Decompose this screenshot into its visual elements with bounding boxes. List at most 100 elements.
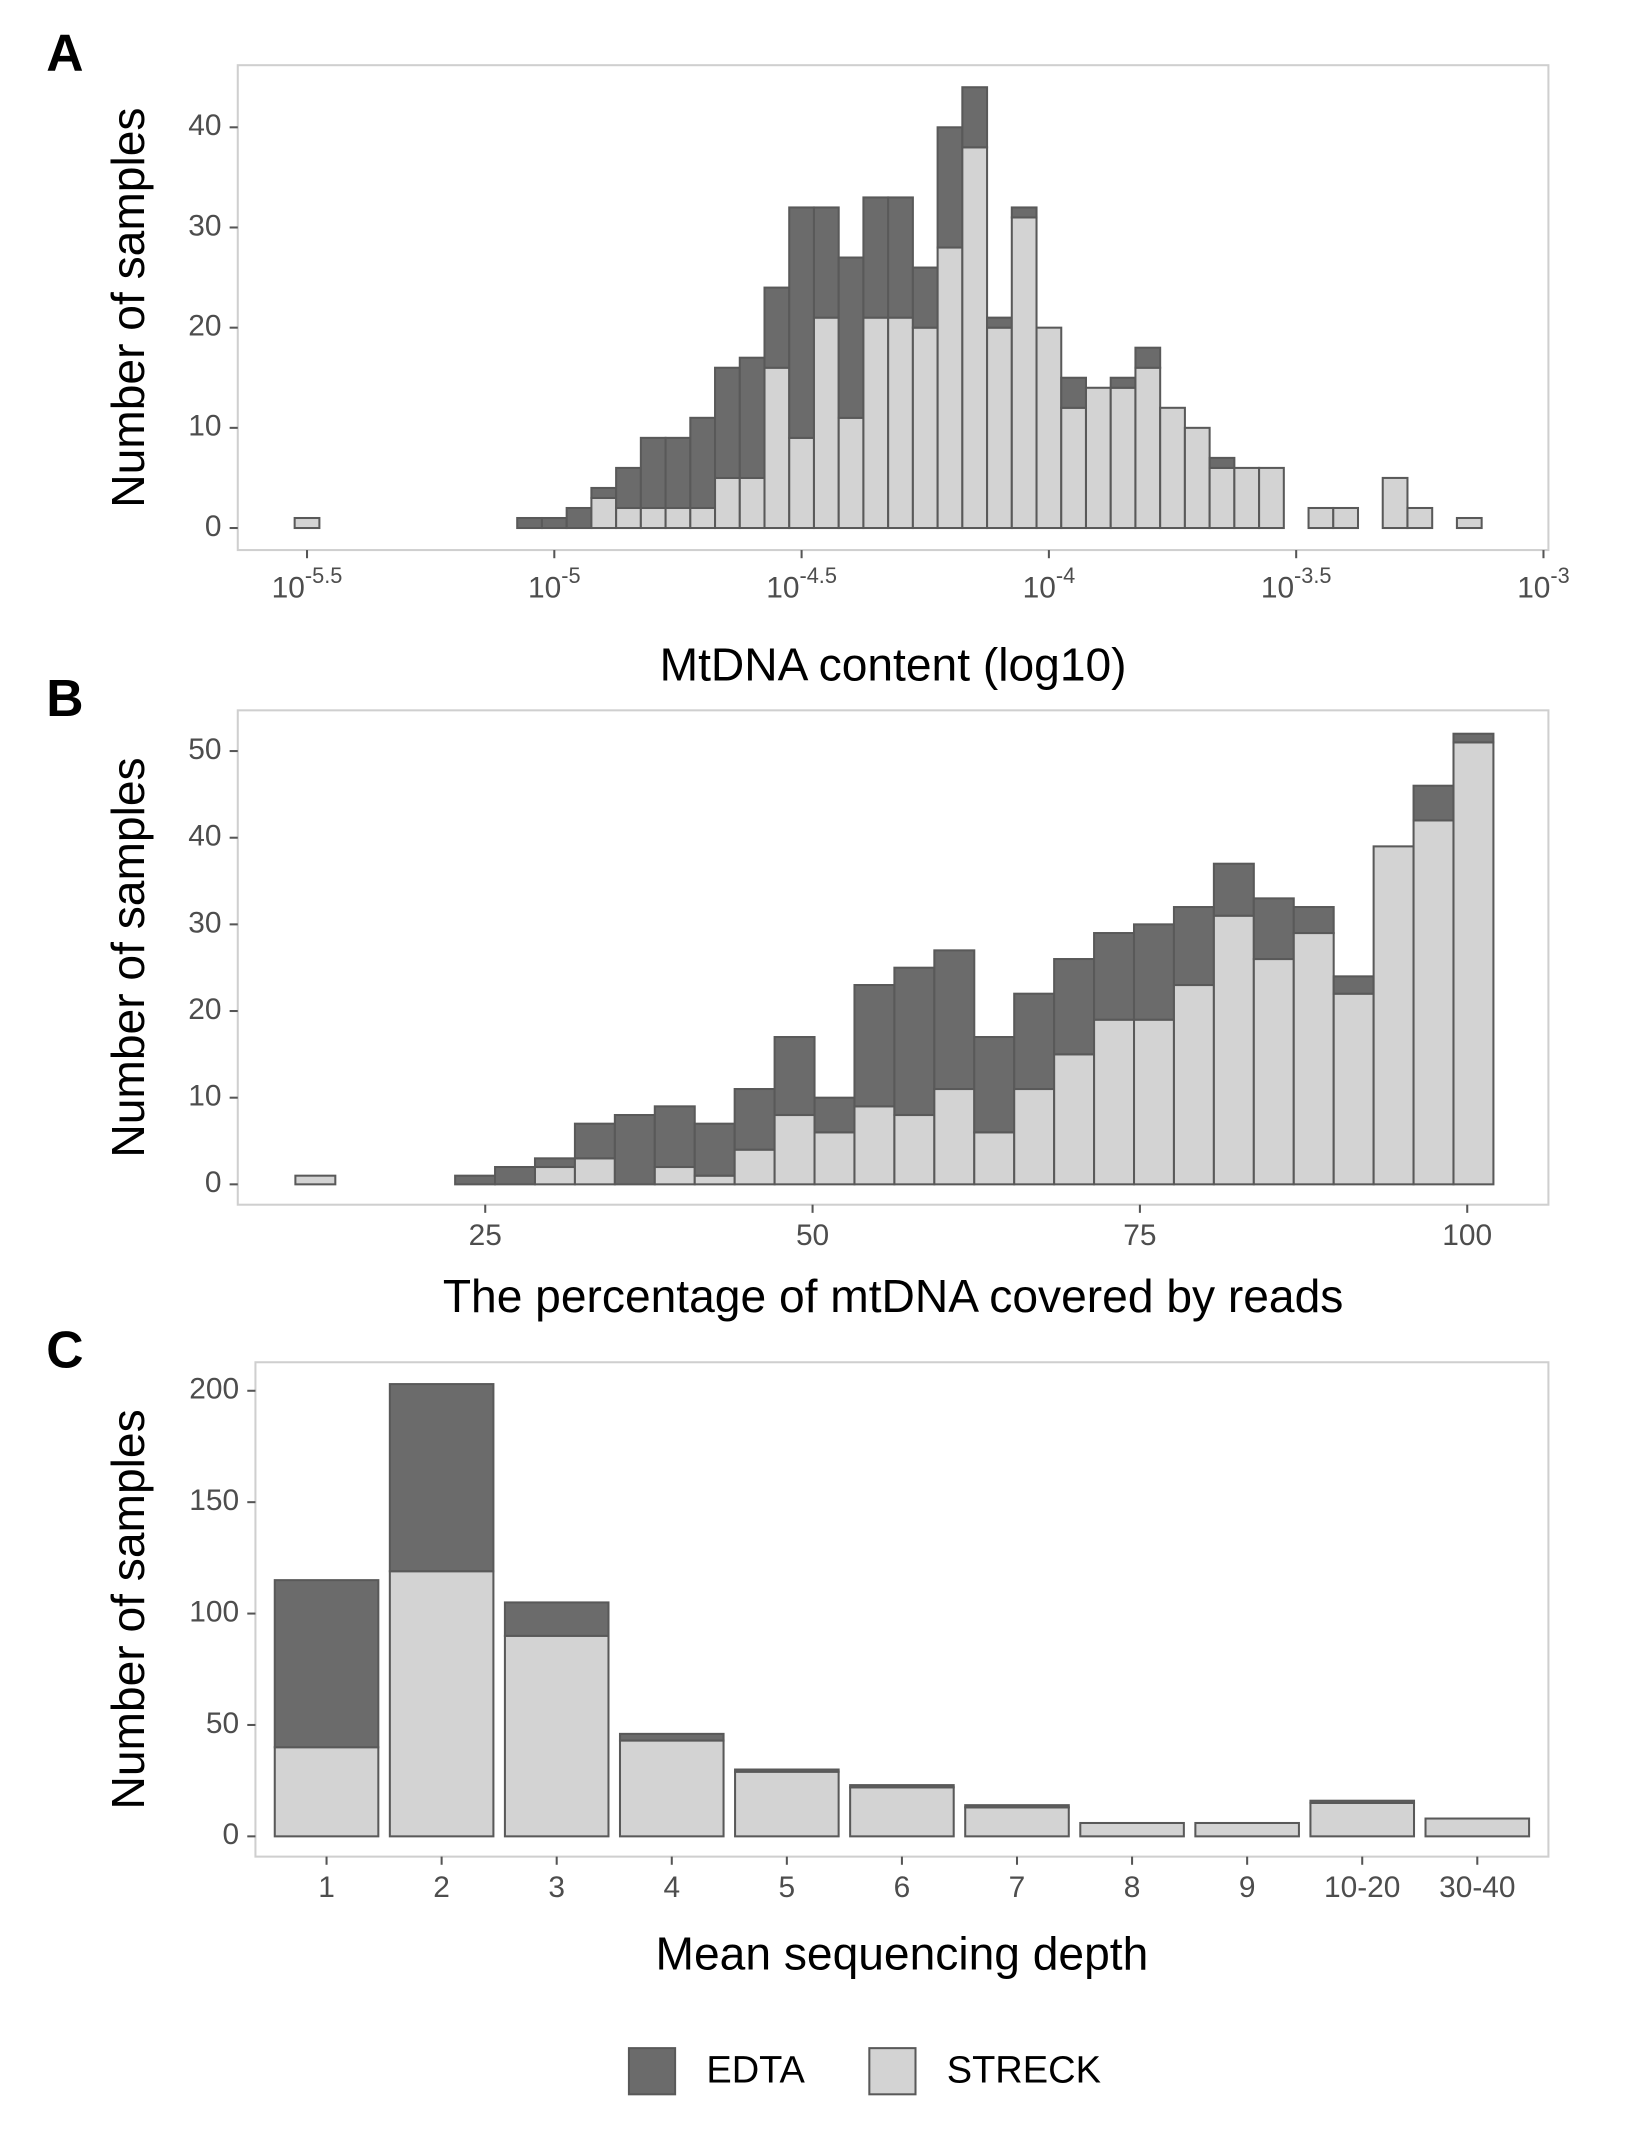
bar bbox=[503, 1634, 610, 1838]
histogram-bar bbox=[1183, 426, 1211, 530]
x-tick-base: 10 bbox=[528, 571, 561, 604]
histogram-bar bbox=[1208, 456, 1236, 469]
x-tick-base: 10 bbox=[272, 571, 305, 604]
x-axis-title: Mean sequencing depth bbox=[656, 1927, 1149, 1979]
bar bbox=[1309, 1799, 1416, 1804]
histogram-bar bbox=[853, 984, 896, 1108]
histogram-bar bbox=[689, 506, 717, 530]
y-tick-label: 10 bbox=[188, 1080, 221, 1113]
histogram-bar bbox=[1010, 206, 1038, 219]
histogram-bar bbox=[813, 1096, 856, 1134]
x-tick-label: 8 bbox=[1124, 1871, 1141, 1904]
x-tick-label: 25 bbox=[469, 1219, 502, 1252]
histogram-bar bbox=[293, 516, 321, 530]
y-tick-label: 20 bbox=[188, 310, 221, 343]
histogram-bar bbox=[961, 146, 989, 530]
x-tick-label: 5 bbox=[779, 1871, 796, 1904]
histogram-bar bbox=[812, 206, 840, 319]
x-tick-label: 10-4.5 bbox=[766, 563, 837, 604]
histogram-bar bbox=[1452, 732, 1495, 744]
bar bbox=[1309, 1801, 1416, 1838]
histogram-bar bbox=[1307, 506, 1335, 530]
legend-label: EDTA bbox=[706, 2050, 805, 2092]
y-tick-label: 50 bbox=[206, 1707, 239, 1740]
histogram-bar bbox=[1084, 386, 1112, 530]
histogram-bar bbox=[653, 1165, 696, 1186]
x-tick-base: 10 bbox=[1261, 571, 1294, 604]
legend-swatch bbox=[627, 2047, 677, 2096]
histogram-bar bbox=[294, 1174, 337, 1186]
y-tick-label: 30 bbox=[188, 209, 221, 242]
bar bbox=[1194, 1821, 1300, 1838]
histogram-bar bbox=[653, 1105, 696, 1169]
x-tick-label: 75 bbox=[1123, 1219, 1156, 1252]
x-tick-label: 2 bbox=[433, 1871, 450, 1904]
bar bbox=[388, 1383, 495, 1573]
x-tick-exponent: -5.5 bbox=[305, 563, 342, 588]
histogram-bar bbox=[862, 196, 890, 319]
x-tick-label: 1 bbox=[318, 1871, 335, 1904]
histogram-bar bbox=[613, 1113, 656, 1186]
histogram-bar bbox=[788, 206, 815, 439]
histogram-bar bbox=[565, 506, 593, 530]
histogram-bar bbox=[1172, 906, 1215, 987]
bar bbox=[273, 1746, 380, 1838]
y-tick-label: 200 bbox=[189, 1373, 239, 1406]
histogram-bar bbox=[1332, 506, 1360, 530]
y-tick-label: 150 bbox=[189, 1484, 239, 1517]
x-tick-exponent: -4.5 bbox=[799, 563, 836, 588]
histogram-bar bbox=[1013, 1088, 1056, 1186]
histogram-bar bbox=[1233, 466, 1261, 530]
histogram-bar bbox=[733, 1088, 776, 1151]
y-tick-label: 40 bbox=[188, 820, 221, 853]
x-tick-label: 10-3.5 bbox=[1261, 563, 1332, 604]
histogram-bar bbox=[837, 256, 865, 419]
histogram-bar bbox=[1053, 1053, 1096, 1186]
histogram-bar bbox=[1035, 326, 1063, 530]
histogram-bar bbox=[763, 286, 791, 369]
x-tick-label: 7 bbox=[1009, 1871, 1026, 1904]
y-tick-label: 0 bbox=[205, 1166, 222, 1199]
histogram-bar bbox=[986, 316, 1013, 329]
y-tick-label: 0 bbox=[205, 510, 222, 543]
histogram-bar bbox=[911, 326, 939, 530]
bar bbox=[964, 1804, 1070, 1809]
y-tick-label: 30 bbox=[188, 906, 221, 939]
bar bbox=[618, 1739, 725, 1838]
x-tick-label: 10-20 bbox=[1324, 1871, 1400, 1904]
histogram-bar bbox=[714, 366, 741, 479]
x-tick-label: 3 bbox=[548, 1871, 565, 1904]
histogram-bar bbox=[689, 416, 717, 510]
panel-label: A bbox=[46, 24, 83, 82]
x-tick-base: 10 bbox=[766, 571, 799, 604]
histogram-bar bbox=[1412, 784, 1455, 822]
histogram-bar bbox=[639, 506, 667, 530]
histogram-bar bbox=[1060, 376, 1088, 409]
y-tick-label: 0 bbox=[223, 1818, 240, 1851]
y-tick-label: 50 bbox=[188, 733, 221, 766]
bar bbox=[503, 1601, 610, 1637]
x-tick-label: 100 bbox=[1442, 1219, 1492, 1252]
histogram-bar bbox=[664, 506, 692, 530]
histogram-bar bbox=[639, 436, 667, 510]
histogram-bar bbox=[1406, 506, 1434, 530]
histogram-bar bbox=[615, 466, 642, 510]
histogram-bar bbox=[1252, 897, 1295, 961]
histogram-bar bbox=[973, 1036, 1016, 1134]
histogram-bar bbox=[1372, 845, 1415, 1186]
bar bbox=[1079, 1821, 1185, 1838]
x-axis-title: The percentage of mtDNA covered by reads bbox=[443, 1270, 1344, 1322]
legend-label: STRECK bbox=[947, 2050, 1101, 2092]
histogram-bar bbox=[573, 1157, 616, 1186]
histogram-bar bbox=[813, 1131, 856, 1186]
histogram-bar bbox=[1132, 923, 1175, 1021]
histogram-bar bbox=[1258, 466, 1285, 530]
histogram-bar bbox=[887, 316, 914, 530]
y-axis-title: Number of samples bbox=[102, 1409, 154, 1809]
histogram-bar bbox=[1412, 819, 1455, 1186]
histogram-bar bbox=[788, 436, 815, 530]
bar bbox=[964, 1806, 1070, 1838]
histogram-bar bbox=[540, 516, 568, 530]
histogram-bar bbox=[1292, 906, 1335, 935]
histogram-bar bbox=[862, 316, 890, 530]
